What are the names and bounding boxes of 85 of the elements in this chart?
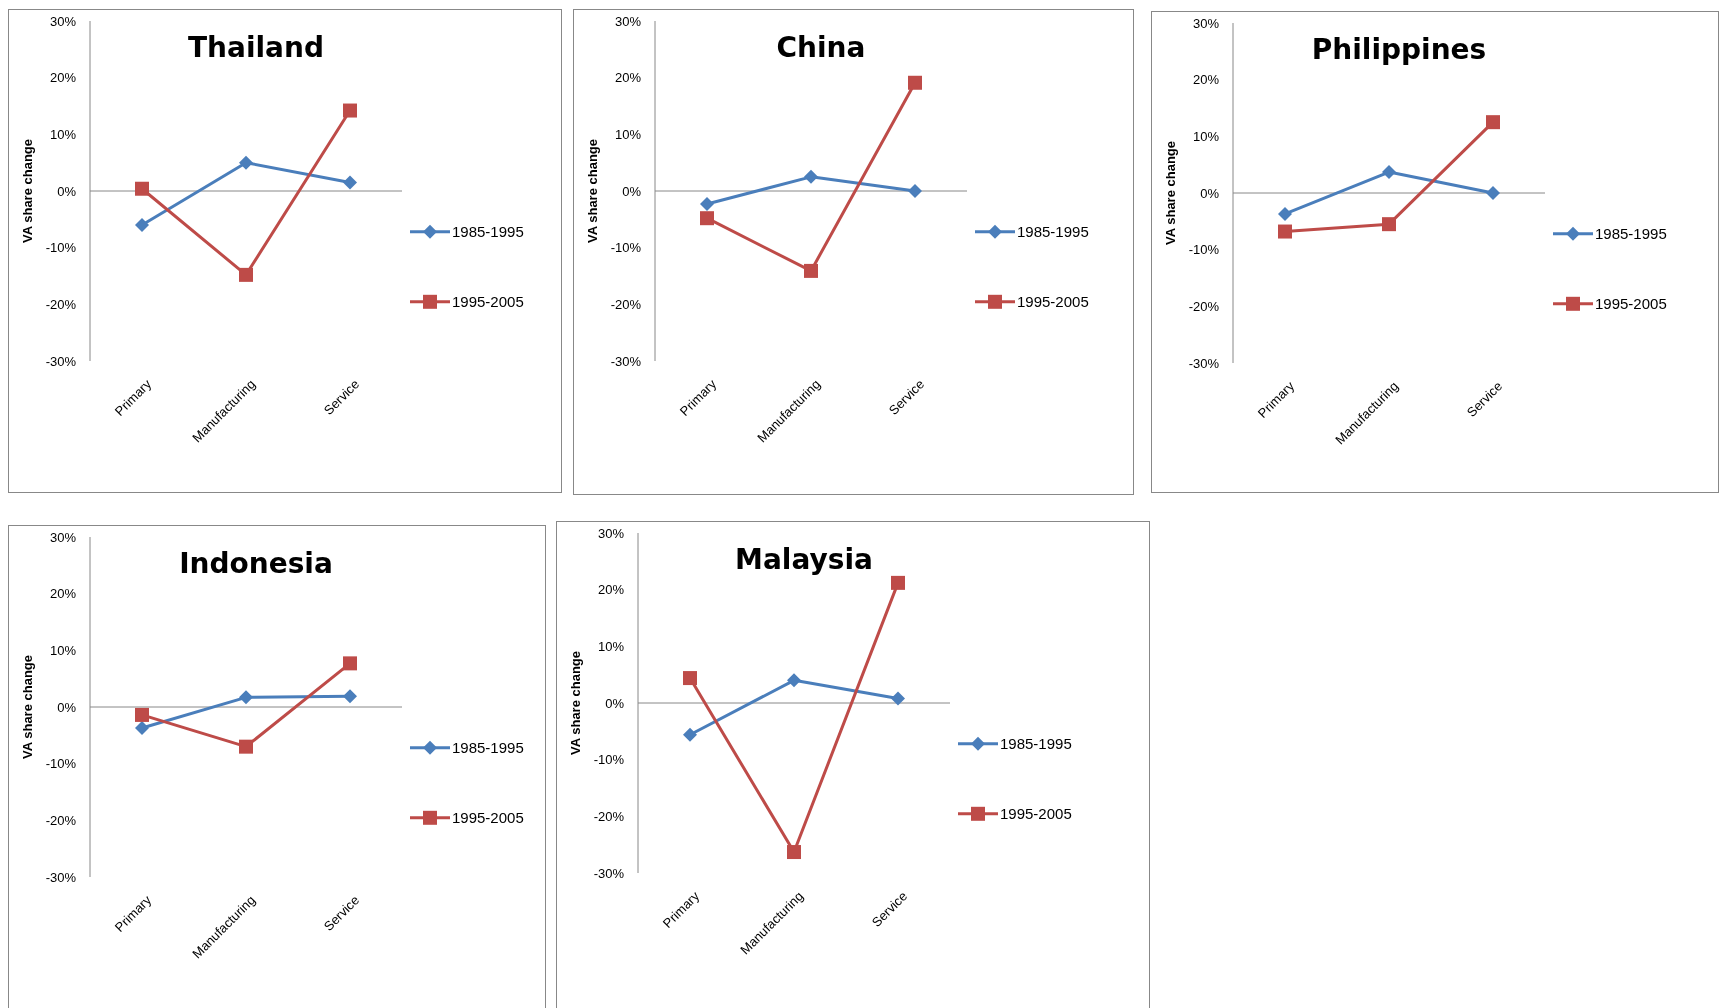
chart-title: Malaysia xyxy=(735,543,873,576)
legend-label: 1995-2005 xyxy=(1017,293,1089,311)
y-tick-label: 30% xyxy=(49,529,77,545)
y-tick-label: 0% xyxy=(1200,185,1220,201)
y-tick-label: 30% xyxy=(1192,15,1220,31)
chart-title: China xyxy=(776,31,866,64)
y-tick-label: 20% xyxy=(49,70,77,86)
point xyxy=(700,211,714,226)
y-tick-label: 10% xyxy=(614,126,642,142)
point xyxy=(239,690,253,705)
y-axis-title: VA share change xyxy=(568,650,583,756)
point xyxy=(1486,115,1500,130)
point xyxy=(135,218,149,232)
point xyxy=(804,169,818,184)
legend-label: 1985-1995 xyxy=(1017,223,1089,241)
point xyxy=(1278,206,1292,221)
y-tick-label: -30% xyxy=(1188,355,1220,371)
point xyxy=(908,75,922,90)
chart-title: Indonesia xyxy=(179,547,333,580)
legend-label: 1985-1995 xyxy=(1595,225,1667,243)
point xyxy=(343,103,357,118)
y-tick-label: -20% xyxy=(45,296,77,312)
point xyxy=(1382,165,1396,180)
y-tick-label: 20% xyxy=(1192,72,1220,88)
point xyxy=(891,575,905,590)
y-tick-label: 10% xyxy=(597,638,625,654)
point xyxy=(343,175,357,190)
legend-label: 1985-1995 xyxy=(1000,735,1072,753)
y-tick-label: 10% xyxy=(49,642,77,658)
y-tick-label: 20% xyxy=(614,70,642,86)
y-tick-label: -20% xyxy=(593,808,625,824)
y-tick-label: -20% xyxy=(610,296,642,312)
legend-label: 1995-2005 xyxy=(1595,295,1667,313)
y-tick-label: -10% xyxy=(45,756,77,772)
legend-label: 1995-2005 xyxy=(452,809,524,827)
legend-label: 1995-2005 xyxy=(1000,805,1072,823)
y-tick-label: 0% xyxy=(57,183,77,199)
y-tick-label: -30% xyxy=(45,353,77,369)
y-tick-label: 10% xyxy=(1192,128,1220,144)
y-tick-label: -30% xyxy=(593,865,625,881)
y-tick-label: 30% xyxy=(614,13,642,29)
legend-label: 1995-2005 xyxy=(452,293,524,311)
point xyxy=(1486,186,1500,200)
y-tick-label: -30% xyxy=(610,353,642,369)
legend-label: 1985-1995 xyxy=(452,223,524,241)
y-tick-label: 20% xyxy=(49,586,77,602)
point xyxy=(787,673,801,688)
point xyxy=(1278,224,1292,239)
legend-label: 1985-1995 xyxy=(452,739,524,757)
y-tick-label: 0% xyxy=(605,695,625,711)
y-tick-label: 10% xyxy=(49,126,77,142)
point xyxy=(891,691,905,706)
point xyxy=(343,656,357,671)
y-tick-label: -10% xyxy=(593,752,625,768)
point xyxy=(239,267,253,282)
y-tick-label: 30% xyxy=(597,525,625,541)
y-tick-label: 20% xyxy=(597,582,625,598)
point xyxy=(135,181,149,196)
point xyxy=(135,707,149,722)
point xyxy=(683,671,697,686)
point xyxy=(1382,217,1396,232)
point xyxy=(135,720,149,735)
y-tick-label: -10% xyxy=(610,240,642,256)
y-axis-title: VA share change xyxy=(1163,140,1178,246)
y-axis-title: VA share change xyxy=(585,138,600,244)
y-axis-title: VA share change xyxy=(20,138,35,244)
point xyxy=(239,739,253,754)
y-tick-label: -20% xyxy=(1188,298,1220,314)
y-tick-label: -30% xyxy=(45,869,77,885)
chart-title: Philippines xyxy=(1311,33,1487,66)
point xyxy=(787,845,801,860)
y-tick-label: -10% xyxy=(45,240,77,256)
y-tick-label: 0% xyxy=(622,183,642,199)
point xyxy=(804,263,818,278)
y-tick-label: 0% xyxy=(57,699,77,715)
y-tick-label: -20% xyxy=(45,812,77,828)
point xyxy=(700,197,714,212)
point xyxy=(683,727,697,742)
point xyxy=(908,184,922,198)
chart-title: Thailand xyxy=(188,31,324,64)
point xyxy=(343,689,357,704)
y-axis-title: VA share change xyxy=(20,654,35,760)
y-tick-label: -10% xyxy=(1188,242,1220,258)
y-tick-label: 30% xyxy=(49,13,77,29)
point xyxy=(239,155,253,170)
